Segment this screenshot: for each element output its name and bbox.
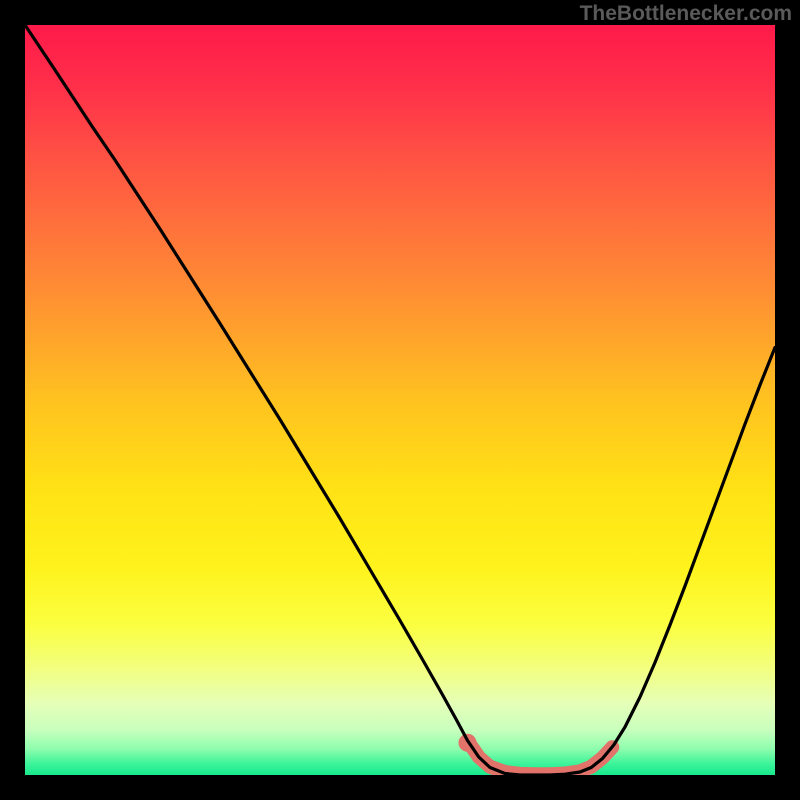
bottleneck-chart — [0, 0, 800, 800]
chart-background — [25, 25, 775, 775]
watermark-text: TheBottlenecker.com — [580, 2, 792, 26]
chart-container: TheBottlenecker.com — [0, 0, 800, 800]
